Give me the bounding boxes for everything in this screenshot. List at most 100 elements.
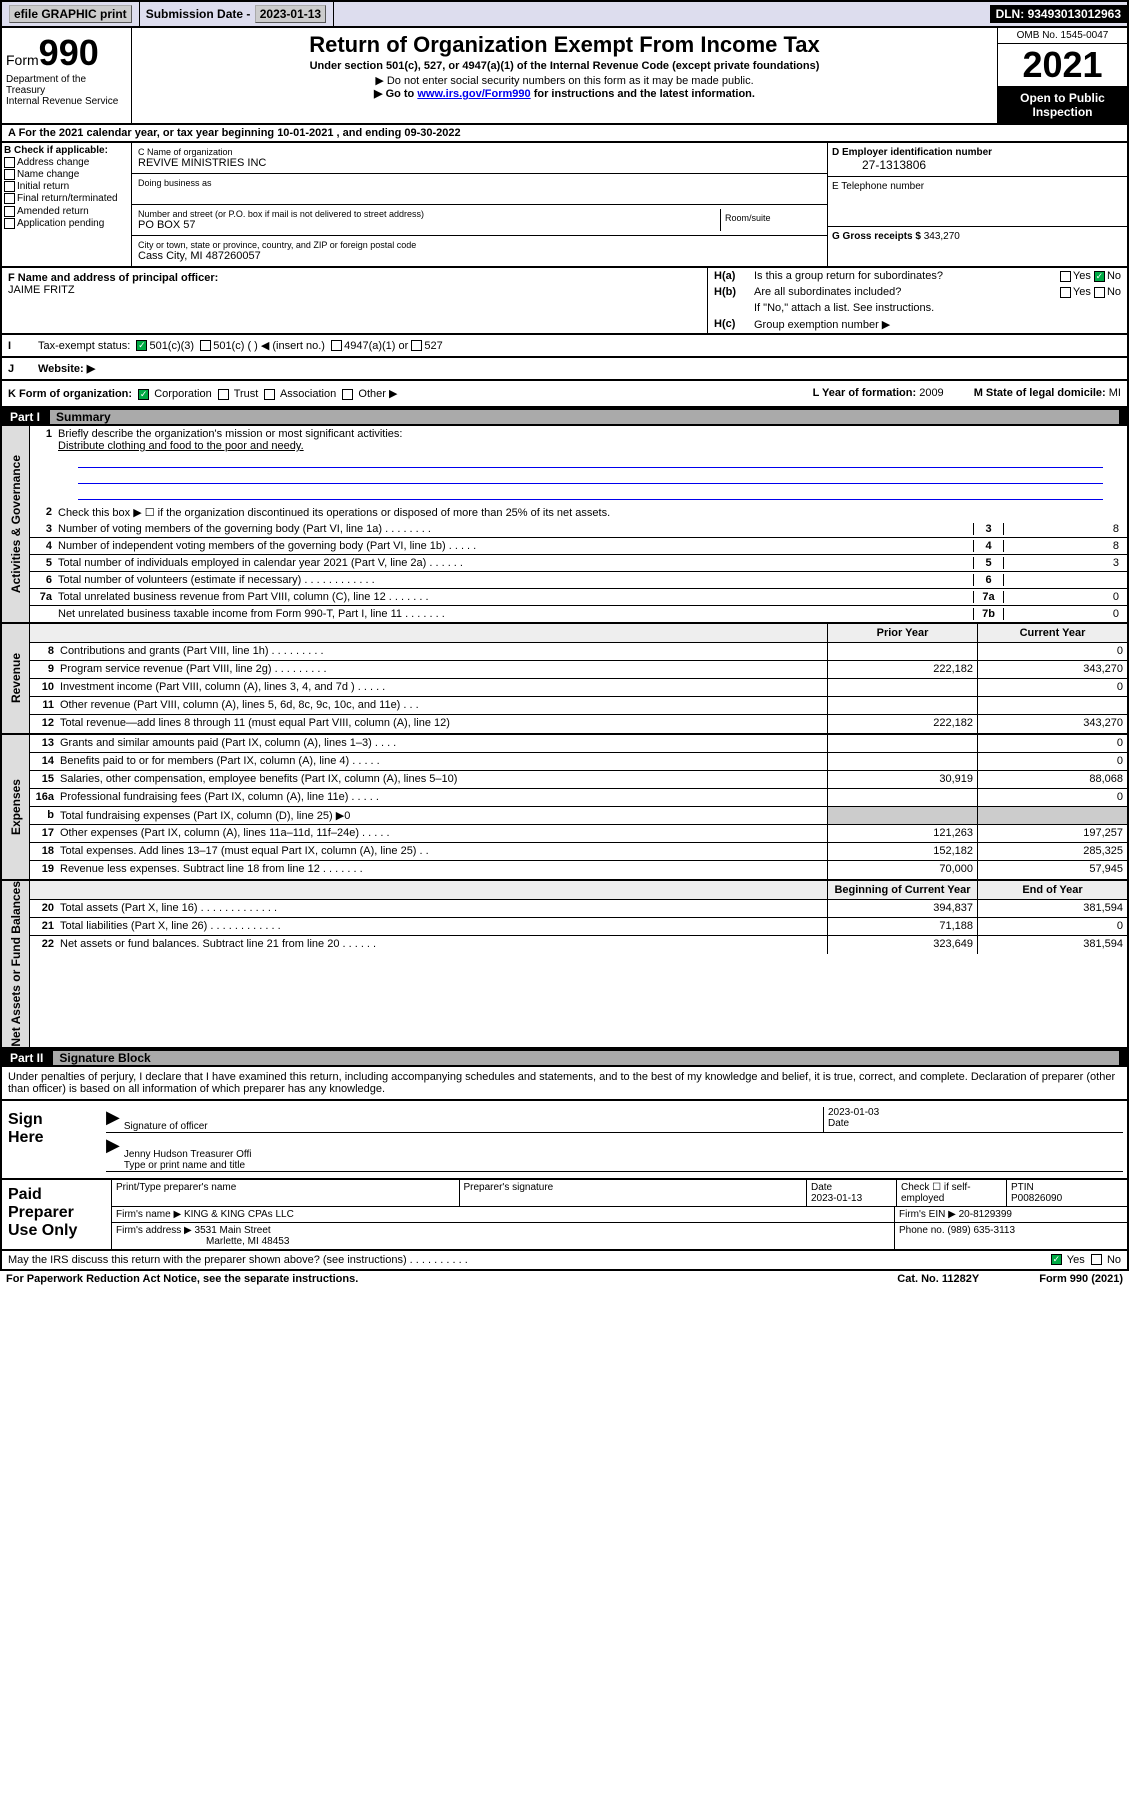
- room-lbl: Room/suite: [721, 209, 821, 231]
- prep-row2: Firm's name ▶ KING & KING CPAs LLC Firm'…: [112, 1207, 1127, 1223]
- fin-row-13: 13Grants and similar amounts paid (Part …: [30, 735, 1127, 753]
- org-name-cell: C Name of organization REVIVE MINISTRIES…: [132, 143, 827, 174]
- submission-date: Submission Date - 2023-01-13: [140, 2, 334, 26]
- line-7a: 7aTotal unrelated business revenue from …: [30, 589, 1127, 606]
- footer-form: Form 990 (2021): [1039, 1273, 1123, 1285]
- omb-number: OMB No. 1545-0047: [998, 28, 1127, 44]
- cb-address-change[interactable]: Address change: [4, 157, 129, 168]
- sub2: ▶ Do not enter social security numbers o…: [136, 74, 993, 87]
- form-title: Return of Organization Exempt From Incom…: [136, 32, 993, 58]
- ein-cell: D Employer identification number 27-1313…: [828, 143, 1127, 177]
- dba-cell: Doing business as: [132, 174, 827, 205]
- page-footer: For Paperwork Reduction Act Notice, see …: [0, 1271, 1129, 1287]
- row-k-formorg: K Form of organization: ✓ Corporation Tr…: [0, 381, 1129, 408]
- ein-val: 27-1313806: [832, 158, 1123, 172]
- dln: DLN: 93493013012963: [990, 5, 1127, 23]
- efile-btn[interactable]: efile GRAPHIC print: [9, 5, 132, 23]
- tel-lbl: E Telephone number: [832, 181, 924, 192]
- tax-year: 2021: [998, 44, 1127, 87]
- cb-other[interactable]: [342, 389, 353, 400]
- state-domicile: M State of legal domicile: MI: [974, 387, 1121, 400]
- col-c-org: C Name of organization REVIVE MINISTRIES…: [132, 143, 827, 266]
- fin-row-21: 21Total liabilities (Part X, line 26) . …: [30, 918, 1127, 936]
- gross-receipts: G Gross receipts $ 343,270: [828, 227, 1127, 246]
- row-a-period: A For the 2021 calendar year, or tax yea…: [0, 125, 1129, 143]
- year-formation: L Year of formation: 2009: [813, 387, 944, 400]
- footer-cat: Cat. No. 11282Y: [897, 1273, 979, 1285]
- fin-row-12: 12Total revenue—add lines 8 through 11 (…: [30, 715, 1127, 733]
- vtab-expenses: Expenses: [2, 735, 30, 879]
- expenses-section: Expenses 13Grants and similar amounts pa…: [0, 735, 1129, 881]
- fin-row-8: 8Contributions and grants (Part VIII, li…: [30, 643, 1127, 661]
- sub3: ▶ Go to www.irs.gov/Form990 for instruct…: [136, 87, 993, 100]
- part2-header: Part IISignature Block: [0, 1049, 1129, 1067]
- line-3: 3Number of voting members of the governi…: [30, 521, 1127, 538]
- cb-initial-return[interactable]: Initial return: [4, 181, 129, 192]
- footer-left: For Paperwork Reduction Act Notice, see …: [6, 1273, 358, 1285]
- b-header: B Check if applicable:: [4, 145, 108, 156]
- line-2: 2Check this box ▶ ☐ if the organization …: [30, 504, 1127, 521]
- form-number: Form990: [6, 32, 127, 74]
- fin-row-15: 15Salaries, other compensation, employee…: [30, 771, 1127, 789]
- fin-row-b: bTotal fundraising expenses (Part IX, co…: [30, 807, 1127, 825]
- col-h: H(a)Is this a group return for subordina…: [707, 268, 1127, 333]
- cb-trust[interactable]: [218, 389, 229, 400]
- cb-assoc[interactable]: [264, 389, 275, 400]
- cb-amended[interactable]: Amended return: [4, 206, 129, 217]
- efile-label: efile GRAPHIC print: [2, 2, 140, 26]
- prep-row1: Print/Type preparer's name Preparer's si…: [112, 1180, 1127, 1207]
- line-5: 5Total number of individuals employed in…: [30, 555, 1127, 572]
- section-fh: F Name and address of principal officer:…: [0, 268, 1129, 335]
- line-6: 6Total number of volunteers (estimate if…: [30, 572, 1127, 589]
- section-bcd: B Check if applicable: Address change Na…: [0, 143, 1129, 268]
- cb-final-return[interactable]: Final return/terminated: [4, 193, 129, 204]
- form-header: Form990 Department of the Treasury Inter…: [0, 28, 1129, 125]
- cb-501c[interactable]: [200, 340, 211, 351]
- h-b: H(b)Are all subordinates included? Yes N…: [708, 284, 1127, 300]
- sig-officer-line: ▶ Signature of officer 2023-01-03Date: [106, 1107, 1123, 1133]
- netassets-section: Net Assets or Fund Balances Beginning of…: [0, 881, 1129, 1049]
- cb-pending[interactable]: Application pending: [4, 218, 129, 229]
- cb-501c3[interactable]: ✓: [136, 340, 147, 351]
- f-val: JAIME FRITZ: [8, 284, 75, 296]
- part1-header: Part ISummary: [0, 408, 1129, 426]
- ein-lbl: D Employer identification number: [832, 147, 992, 158]
- sub1: Under section 501(c), 527, or 4947(a)(1)…: [136, 60, 993, 72]
- fin-row-11: 11Other revenue (Part VIII, column (A), …: [30, 697, 1127, 715]
- cb-discuss-no[interactable]: [1091, 1254, 1102, 1265]
- irs-link[interactable]: www.irs.gov/Form990: [417, 88, 530, 100]
- cb-name-change[interactable]: Name change: [4, 169, 129, 180]
- fin-row-18: 18Total expenses. Add lines 13–17 (must …: [30, 843, 1127, 861]
- col-f-officer: F Name and address of principal officer:…: [2, 268, 707, 333]
- vtab-revenue: Revenue: [2, 624, 30, 733]
- fin-row-20: 20Total assets (Part X, line 16) . . . .…: [30, 900, 1127, 918]
- cb-4947[interactable]: [331, 340, 342, 351]
- subdate-btn[interactable]: 2023-01-13: [255, 5, 326, 23]
- fin-row-14: 14Benefits paid to or for members (Part …: [30, 753, 1127, 771]
- header-left: Form990 Department of the Treasury Inter…: [2, 28, 132, 123]
- vtab-netassets: Net Assets or Fund Balances: [2, 881, 30, 1047]
- f-lbl: F Name and address of principal officer:: [8, 272, 218, 284]
- dba-lbl: Doing business as: [138, 178, 821, 188]
- line-1: 1 Briefly describe the organization's mi…: [30, 426, 1127, 504]
- cb-discuss-yes[interactable]: ✓: [1051, 1254, 1062, 1265]
- paid-preparer-block: Paid Preparer Use Only Print/Type prepar…: [0, 1180, 1129, 1251]
- paid-prep-lbl: Paid Preparer Use Only: [2, 1180, 112, 1249]
- addr-cell: Number and street (or P.O. box if mail i…: [132, 205, 827, 236]
- irs-label: Internal Revenue Service: [6, 96, 127, 107]
- prep-row3: Firm's address ▶ 3531 Main StreetMarlett…: [112, 1223, 1127, 1249]
- row-i-exempt: ITax-exempt status: ✓ 501(c)(3) 501(c) (…: [0, 335, 1129, 358]
- cb-corp[interactable]: ✓: [138, 389, 149, 400]
- cb-527[interactable]: [411, 340, 422, 351]
- tel-cell: E Telephone number: [828, 177, 1127, 227]
- row-j-website: JWebsite: ▶: [0, 358, 1129, 381]
- header-mid: Return of Organization Exempt From Incom…: [132, 28, 997, 123]
- mission-text: Distribute clothing and food to the poor…: [58, 440, 304, 452]
- fin-row-9: 9Program service revenue (Part VIII, lin…: [30, 661, 1127, 679]
- na-header: Beginning of Current YearEnd of Year: [30, 881, 1127, 900]
- activities-governance: Activities & Governance 1 Briefly descri…: [0, 426, 1129, 624]
- fin-row-10: 10Investment income (Part VIII, column (…: [30, 679, 1127, 697]
- org-name: REVIVE MINISTRIES INC: [138, 157, 821, 169]
- h-c: H(c)Group exemption number ▶: [708, 316, 1127, 333]
- line-7b: Net unrelated business taxable income fr…: [30, 606, 1127, 622]
